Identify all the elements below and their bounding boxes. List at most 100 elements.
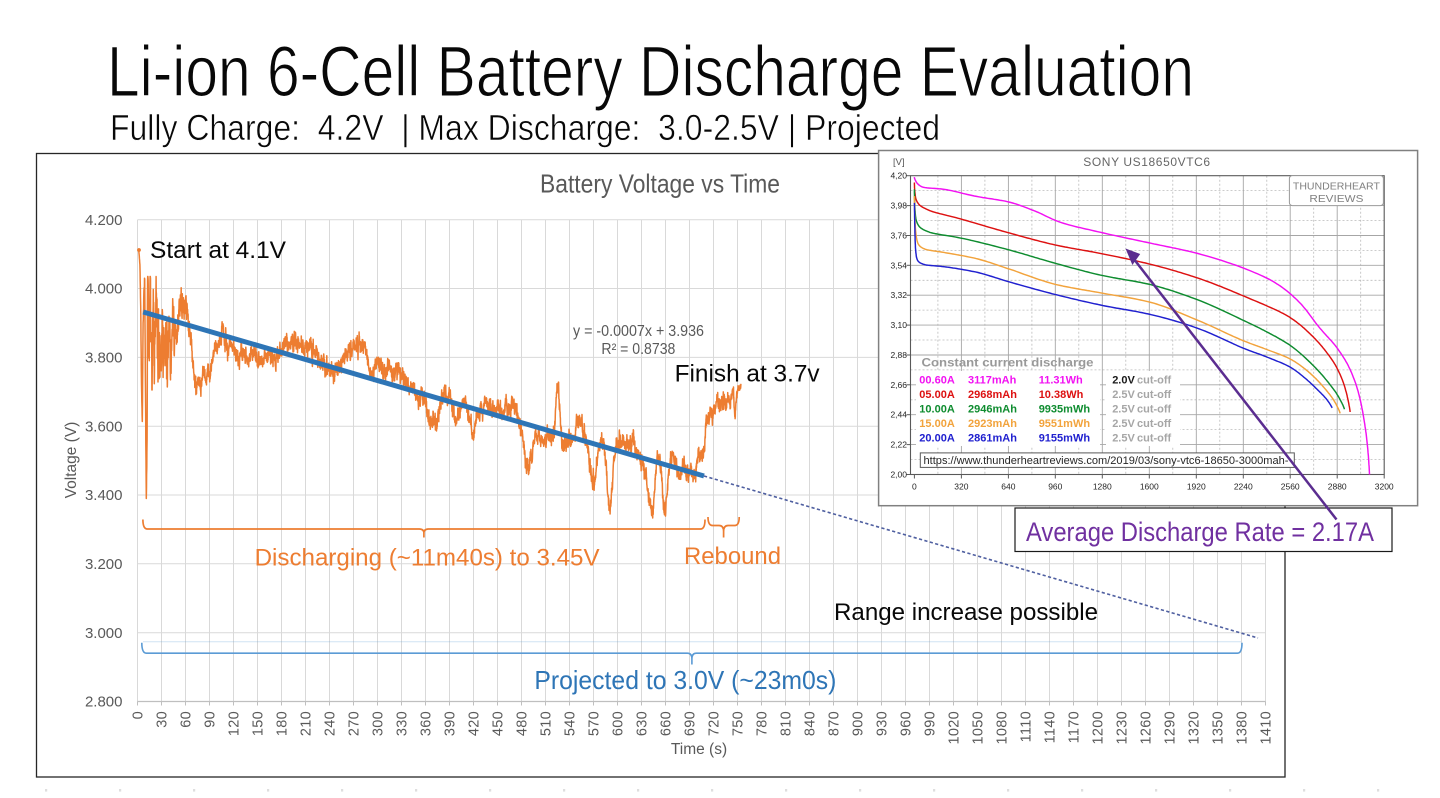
svg-text:600: 600 (611, 711, 627, 736)
svg-text:420: 420 (467, 711, 483, 736)
svg-text:9155mWh: 9155mWh (1039, 433, 1091, 445)
svg-text:2923mAh: 2923mAh (968, 418, 1017, 430)
svg-text:240: 240 (323, 711, 339, 736)
svg-text:510: 510 (539, 711, 555, 736)
svg-text:630: 630 (635, 711, 651, 736)
svg-text:840: 840 (803, 711, 819, 736)
svg-text:3200: 3200 (1375, 482, 1394, 492)
svg-text:Time (s): Time (s) (671, 741, 727, 758)
svg-text:20.00A: 20.00A (919, 433, 955, 445)
svg-text:Li-ion 6-Cell Battery Discharg: Li-ion 6-Cell Battery Discharge Evaluati… (107, 33, 1194, 112)
svg-text:4,20: 4,20 (890, 171, 907, 181)
svg-text:Voltage (V): Voltage (V) (63, 422, 80, 499)
svg-text:1350: 1350 (1211, 711, 1227, 744)
svg-text:2.5V: 2.5V (1112, 418, 1135, 430)
svg-text:2,88: 2,88 (890, 350, 907, 360)
svg-text:Start at 4.1V: Start at 4.1V (150, 237, 286, 264)
svg-text:640: 640 (1001, 482, 1015, 492)
svg-text:1110: 1110 (1019, 711, 1035, 742)
svg-text:870: 870 (827, 711, 843, 736)
svg-text:1080: 1080 (995, 711, 1011, 744)
svg-text:2,44: 2,44 (890, 410, 907, 420)
svg-text:0: 0 (131, 711, 147, 719)
svg-text:cut-off: cut-off (1137, 375, 1172, 387)
svg-text:2880: 2880 (1328, 482, 1347, 492)
svg-text:810: 810 (779, 711, 795, 736)
svg-text:2,66: 2,66 (890, 380, 907, 390)
svg-text:480: 480 (515, 711, 531, 736)
svg-text:300: 300 (371, 711, 387, 736)
svg-text:Average Discharge Rate = 2.17A: Average Discharge Rate = 2.17A (1026, 517, 1374, 547)
svg-text:1380: 1380 (1235, 711, 1251, 744)
svg-text:150: 150 (251, 711, 267, 736)
svg-text:Fully Charge: 4.2V | Max Dis: Fully Charge: 4.2V | Max Discharge: 3.0-… (110, 107, 940, 148)
svg-text:3,54: 3,54 (890, 260, 907, 270)
svg-text:Discharging (~11m40s) to 3.45V: Discharging (~11m40s) to 3.45V (255, 545, 600, 572)
svg-text:https://www.thunderheartreview: https://www.thunderheartreviews.com/2019… (924, 455, 1289, 467)
svg-text:570: 570 (587, 711, 603, 736)
svg-text:2.5V: 2.5V (1112, 433, 1135, 445)
svg-text:cut-off: cut-off (1137, 433, 1172, 445)
svg-text:2.5V: 2.5V (1112, 389, 1135, 401)
svg-text:1140: 1140 (1043, 711, 1059, 743)
svg-text:2.5V: 2.5V (1112, 404, 1135, 416)
svg-text:3,98: 3,98 (890, 201, 907, 211)
svg-text:9935mWh: 9935mWh (1039, 404, 1091, 416)
svg-text:SONY US18650VTC6: SONY US18650VTC6 (1083, 155, 1210, 169)
svg-text:2946mAh: 2946mAh (968, 404, 1017, 416)
svg-text:2,00: 2,00 (890, 470, 907, 480)
svg-text:3.400: 3.400 (85, 487, 123, 504)
svg-text:3.600: 3.600 (85, 418, 123, 435)
svg-text:Constant current discharge: Constant current discharge (922, 358, 1094, 370)
svg-text:960: 960 (1048, 482, 1062, 492)
svg-text:Projected to 3.0V (~23m0s): Projected to 3.0V (~23m0s) (534, 665, 836, 695)
svg-text:390: 390 (443, 711, 459, 736)
svg-text:2240: 2240 (1234, 482, 1253, 492)
svg-text:690: 690 (683, 711, 699, 736)
svg-text:210: 210 (299, 711, 315, 736)
svg-text:1170: 1170 (1067, 711, 1083, 743)
svg-text:Finish at 3.7v: Finish at 3.7v (675, 361, 820, 388)
svg-text:330: 330 (395, 711, 411, 736)
svg-text:00.60A: 00.60A (919, 375, 955, 387)
svg-text:180: 180 (275, 711, 291, 736)
svg-text:3117mAh: 3117mAh (968, 375, 1017, 387)
svg-text:y = -0.0007x + 3.936: y = -0.0007x + 3.936 (573, 323, 704, 340)
svg-text:3,10: 3,10 (890, 320, 907, 330)
svg-text:2861mAh: 2861mAh (968, 433, 1017, 445)
svg-text:320: 320 (954, 482, 968, 492)
svg-text:2,22: 2,22 (890, 440, 907, 450)
svg-text:THUNDERHEART: THUNDERHEART (1293, 181, 1381, 193)
svg-text:15.00A: 15.00A (919, 418, 955, 430)
svg-text:1020: 1020 (947, 711, 963, 744)
svg-text:cut-off: cut-off (1137, 418, 1172, 430)
svg-text:900: 900 (851, 711, 867, 736)
svg-text:990: 990 (923, 711, 939, 736)
svg-text:930: 930 (875, 711, 891, 736)
svg-text:REVIEWS: REVIEWS (1309, 193, 1363, 205)
svg-text:780: 780 (755, 711, 771, 736)
svg-text:450: 450 (491, 711, 507, 736)
svg-text:Rebound: Rebound (684, 543, 781, 570)
svg-text:cut-off: cut-off (1137, 389, 1172, 401)
svg-text:2560: 2560 (1281, 482, 1300, 492)
svg-text:0: 0 (912, 482, 917, 492)
svg-text:cut-off: cut-off (1137, 404, 1172, 416)
svg-text:1200: 1200 (1091, 711, 1107, 744)
svg-text:Range increase possible: Range increase possible (834, 599, 1098, 626)
svg-text:05.00A: 05.00A (919, 389, 955, 401)
svg-text:2968mAh: 2968mAh (968, 389, 1017, 401)
svg-text:30: 30 (155, 711, 171, 728)
svg-text:4.000: 4.000 (85, 281, 123, 298)
svg-text:10.38Wh: 10.38Wh (1039, 389, 1084, 401)
svg-text:Battery Voltage vs Time: Battery Voltage vs Time (540, 169, 780, 199)
svg-text:3,76: 3,76 (890, 231, 907, 241)
svg-text:360: 360 (419, 711, 435, 736)
svg-text:3,32: 3,32 (890, 290, 907, 300)
svg-text:11.31Wh: 11.31Wh (1039, 375, 1083, 387)
svg-text:1600: 1600 (1140, 482, 1159, 492)
svg-text:960: 960 (899, 711, 915, 736)
svg-text:540: 540 (563, 711, 579, 736)
svg-text:2.0V: 2.0V (1112, 375, 1135, 387)
svg-text:120: 120 (227, 711, 243, 736)
